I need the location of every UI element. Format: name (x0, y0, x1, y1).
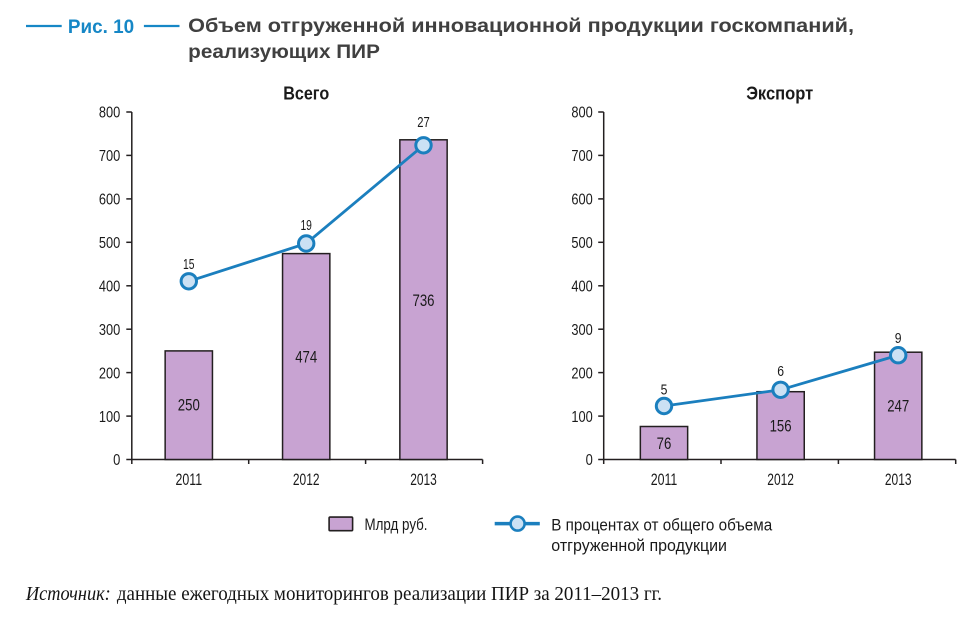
svg-text:600: 600 (571, 192, 593, 209)
svg-text:2012: 2012 (293, 471, 320, 489)
svg-text:100: 100 (571, 409, 593, 426)
svg-text:Экспорт: Экспорт (746, 83, 813, 103)
svg-text:15: 15 (183, 257, 195, 273)
svg-text:76: 76 (657, 435, 672, 453)
svg-text:6: 6 (777, 364, 784, 380)
svg-text:реализующих ПИР: реализующих ПИР (188, 42, 380, 63)
svg-text:200: 200 (571, 365, 593, 382)
svg-text:600: 600 (99, 192, 121, 209)
svg-text:800: 800 (99, 105, 121, 122)
svg-text:156: 156 (770, 417, 792, 435)
svg-text:200: 200 (99, 365, 121, 382)
svg-text:400: 400 (571, 279, 593, 296)
svg-text:Всего: Всего (283, 83, 329, 103)
svg-text:данные ежегодных мониторингов: данные ежегодных мониторингов реализации… (117, 583, 662, 605)
svg-text:Рис. 10: Рис. 10 (68, 17, 134, 38)
svg-text:700: 700 (99, 148, 121, 165)
svg-text:Источник:: Источник: (25, 583, 111, 605)
svg-text:0: 0 (586, 452, 594, 469)
svg-text:2013: 2013 (410, 471, 437, 489)
svg-text:700: 700 (571, 148, 593, 165)
svg-text:2011: 2011 (651, 471, 678, 489)
svg-text:2011: 2011 (176, 471, 203, 489)
svg-text:247: 247 (887, 398, 909, 416)
svg-text:2012: 2012 (767, 471, 794, 489)
svg-text:5: 5 (661, 382, 668, 398)
svg-text:отгруженной продукции: отгруженной продукции (551, 537, 727, 555)
svg-text:736: 736 (413, 292, 435, 310)
svg-text:300: 300 (99, 322, 121, 339)
svg-text:500: 500 (571, 235, 593, 252)
svg-text:Объем отгруженной инновационно: Объем отгруженной инновационной продукци… (188, 16, 854, 37)
svg-text:19: 19 (300, 218, 312, 234)
svg-text:2013: 2013 (885, 471, 912, 489)
svg-text:9: 9 (895, 331, 902, 347)
svg-text:800: 800 (571, 105, 593, 122)
svg-text:300: 300 (571, 322, 593, 339)
svg-text:27: 27 (417, 115, 430, 131)
svg-text:400: 400 (99, 279, 121, 296)
svg-text:474: 474 (295, 348, 317, 366)
svg-text:250: 250 (178, 396, 200, 414)
svg-text:В процентах от общего объема: В процентах от общего объема (551, 517, 773, 535)
svg-text:500: 500 (99, 235, 121, 252)
svg-text:Млрд руб.: Млрд руб. (365, 516, 428, 534)
svg-text:0: 0 (113, 452, 121, 469)
svg-text:100: 100 (99, 409, 121, 426)
